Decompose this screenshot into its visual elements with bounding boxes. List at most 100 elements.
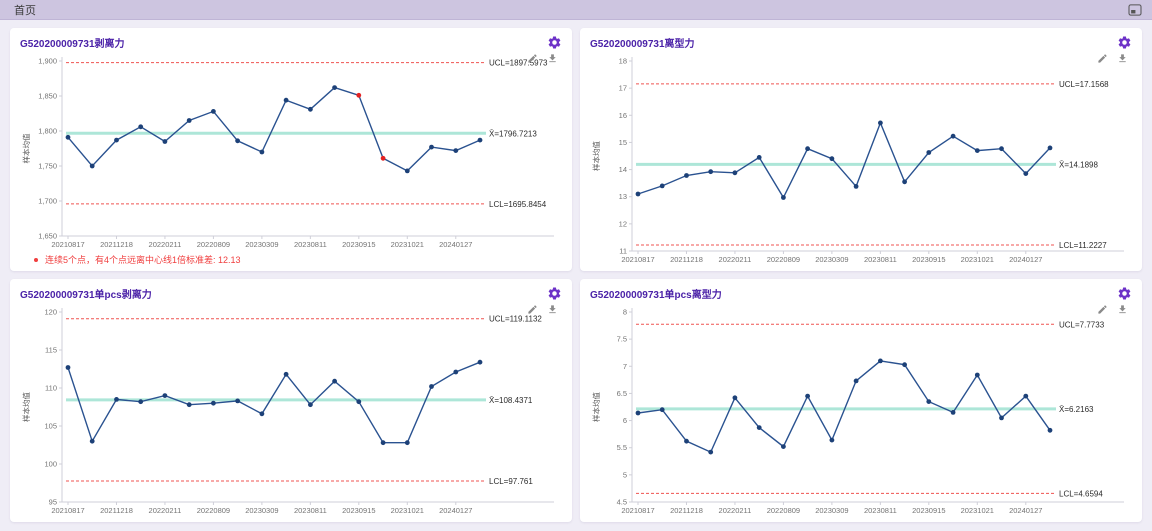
download-icon[interactable] <box>1117 304 1128 315</box>
svg-text:UCL=119.1132: UCL=119.1132 <box>489 315 542 324</box>
svg-text:20210817: 20210817 <box>51 506 84 515</box>
chart-toolbar <box>527 53 558 64</box>
svg-text:5: 5 <box>623 470 627 479</box>
svg-text:20220211: 20220211 <box>719 506 752 515</box>
svg-text:115: 115 <box>45 346 57 355</box>
svg-text:7: 7 <box>623 362 627 371</box>
svg-text:120: 120 <box>44 308 57 317</box>
svg-text:11: 11 <box>619 247 627 256</box>
svg-text:14: 14 <box>619 165 627 174</box>
svg-text:20220809: 20220809 <box>767 506 800 515</box>
control-chart: 1,650 1,700 1,750 1,800 1,850 1,900 20210817 20… <box>20 51 562 252</box>
svg-text:1,750: 1,750 <box>38 162 57 171</box>
svg-text:X̄=6.2163: X̄=6.2163 <box>1059 405 1094 414</box>
svg-text:20230915: 20230915 <box>912 255 945 264</box>
window-restore-icon[interactable] <box>1128 3 1142 16</box>
control-chart: 95 100 105 110 115 120 20210817 20211218 2022021… <box>20 302 562 518</box>
svg-text:X̄=108.4371: X̄=108.4371 <box>489 396 533 405</box>
svg-text:1,900: 1,900 <box>38 57 57 66</box>
card-header: G520200009731单pcs离型力 <box>590 285 1132 302</box>
svg-text:LCL=4.6594: LCL=4.6594 <box>1059 489 1103 498</box>
svg-text:20230811: 20230811 <box>294 506 327 515</box>
chart-card-pcs-peel-force: G520200009731单pcs剥离力 95 100 105 110 115 120 20… <box>10 279 572 522</box>
chart-toolbar <box>1097 304 1128 315</box>
svg-text:6.5: 6.5 <box>617 389 627 398</box>
chart-title: G520200009731单pcs剥离力 <box>20 290 152 301</box>
svg-text:20210817: 20210817 <box>621 506 654 515</box>
svg-text:20240127: 20240127 <box>439 506 472 515</box>
pencil-icon[interactable] <box>527 53 538 64</box>
tab-home[interactable]: 首页 <box>14 4 36 17</box>
control-chart: 11 12 13 14 15 16 17 18 20210817 20211218 20220211… <box>590 51 1132 267</box>
svg-text:样本均值: 样本均值 <box>21 133 31 163</box>
top-tab-bar: 首页 <box>0 0 1152 20</box>
gear-icon[interactable] <box>1117 286 1132 301</box>
card-header: G520200009731单pcs剥离力 <box>20 285 562 302</box>
chart-toolbar <box>527 304 558 315</box>
svg-text:20231021: 20231021 <box>961 506 994 515</box>
svg-text:20211218: 20211218 <box>670 255 703 264</box>
gear-icon[interactable] <box>547 35 562 50</box>
svg-text:15: 15 <box>619 138 627 147</box>
svg-text:20230915: 20230915 <box>912 506 945 515</box>
gear-icon[interactable] <box>1117 35 1132 50</box>
svg-text:100: 100 <box>44 460 57 469</box>
svg-text:1,850: 1,850 <box>38 92 57 101</box>
svg-text:12: 12 <box>619 219 627 228</box>
spc-chart-svg: 1,650 1,700 1,750 1,800 1,850 1,900 20210817 20… <box>21 57 554 249</box>
gear-icon[interactable] <box>547 286 562 301</box>
card-header: G520200009731剥离力 <box>20 34 562 51</box>
pencil-icon[interactable] <box>527 304 538 315</box>
svg-text:20210817: 20210817 <box>621 255 654 264</box>
svg-text:13: 13 <box>619 192 627 201</box>
svg-text:6: 6 <box>623 416 627 425</box>
chart-toolbar <box>1097 53 1128 64</box>
svg-text:20230915: 20230915 <box>342 240 375 249</box>
svg-text:LCL=11.2227: LCL=11.2227 <box>1059 241 1107 250</box>
svg-text:20230915: 20230915 <box>342 506 375 515</box>
control-chart: 4.5 5 5.5 6 6.5 7 7.5 8 20210817 20211218 20220211… <box>590 302 1132 518</box>
svg-text:20231021: 20231021 <box>391 240 424 249</box>
download-icon[interactable] <box>547 304 558 315</box>
svg-text:20240127: 20240127 <box>439 240 472 249</box>
chart-title: G520200009731剥离力 <box>20 39 125 50</box>
svg-text:1,800: 1,800 <box>38 127 57 136</box>
svg-text:18: 18 <box>619 57 627 66</box>
svg-text:X̄=14.1898: X̄=14.1898 <box>1059 160 1098 169</box>
svg-text:20230811: 20230811 <box>294 240 327 249</box>
svg-text:20230309: 20230309 <box>245 506 278 515</box>
svg-text:20240127: 20240127 <box>1009 255 1042 264</box>
svg-text:样本均值: 样本均值 <box>591 141 601 171</box>
pencil-icon[interactable] <box>1097 53 1108 64</box>
svg-text:20220211: 20220211 <box>719 255 752 264</box>
svg-text:20220809: 20220809 <box>197 506 230 515</box>
svg-text:20211218: 20211218 <box>670 506 703 515</box>
svg-text:LCL=97.761: LCL=97.761 <box>489 477 533 486</box>
svg-text:20231021: 20231021 <box>961 255 994 264</box>
chart-title: G520200009731单pcs离型力 <box>590 290 722 301</box>
svg-text:95: 95 <box>49 498 57 507</box>
svg-text:16: 16 <box>619 111 627 120</box>
spc-chart-svg: 11 12 13 14 15 16 17 18 20210817 20211218 20220211… <box>591 57 1124 264</box>
svg-text:20230309: 20230309 <box>815 506 848 515</box>
chart-card-pcs-release-force: G520200009731单pcs离型力 4.5 5 5.5 6 6.5 7 7.5 8 202… <box>580 279 1142 522</box>
svg-text:20230811: 20230811 <box>864 506 897 515</box>
svg-text:1,700: 1,700 <box>38 197 57 206</box>
spc-chart-svg: 4.5 5 5.5 6 6.5 7 7.5 8 20210817 20211218 20220211… <box>591 308 1124 515</box>
svg-text:20211218: 20211218 <box>100 506 133 515</box>
download-icon[interactable] <box>1117 53 1128 64</box>
warning-bullet-icon <box>34 257 38 262</box>
svg-text:20230309: 20230309 <box>245 240 278 249</box>
svg-text:LCL=1695.8454: LCL=1695.8454 <box>489 200 547 209</box>
svg-text:20220809: 20220809 <box>197 240 230 249</box>
svg-text:20230811: 20230811 <box>864 255 897 264</box>
svg-text:20210817: 20210817 <box>51 240 84 249</box>
svg-text:20240127: 20240127 <box>1009 506 1042 515</box>
download-icon[interactable] <box>547 53 558 64</box>
card-header: G520200009731离型力 <box>590 34 1132 51</box>
svg-text:样本均值: 样本均值 <box>591 392 601 422</box>
chart-card-peel-force: G520200009731剥离力 1,650 1,700 1,750 1,800 1,8… <box>10 28 572 271</box>
svg-text:4.5: 4.5 <box>617 498 627 507</box>
svg-text:UCL=7.7733: UCL=7.7733 <box>1059 320 1105 329</box>
pencil-icon[interactable] <box>1097 304 1108 315</box>
